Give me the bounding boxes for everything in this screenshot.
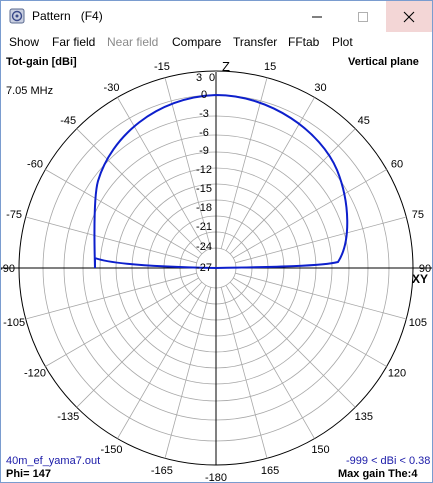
- db-label: -27: [196, 262, 212, 274]
- angle-label: 15: [264, 61, 276, 73]
- grid-spoke: [45, 169, 199, 259]
- angle-label: -105: [3, 317, 25, 329]
- angle-label: -135: [57, 411, 79, 423]
- menu-show[interactable]: Show: [9, 35, 40, 49]
- z-axis-label: Z: [222, 59, 230, 74]
- close-button[interactable]: [386, 1, 432, 32]
- minimize-button[interactable]: [294, 1, 340, 32]
- frequency-label: 7.05 MHz: [6, 85, 54, 97]
- menu-bar: Show Far field Near field Compare Transf…: [1, 32, 432, 52]
- angle-label: -15: [154, 61, 170, 73]
- angle-label: -60: [27, 159, 43, 171]
- maximize-button[interactable]: [340, 1, 386, 32]
- menu-plot[interactable]: Plot: [332, 35, 353, 49]
- angle-label: 60: [391, 159, 403, 171]
- title-label: Pattern: [32, 9, 71, 23]
- app-icon: [9, 8, 25, 24]
- minimize-icon: [312, 16, 322, 17]
- grid-spoke: [76, 281, 203, 408]
- angle-label: -165: [151, 465, 173, 477]
- db-label: -18: [196, 202, 212, 214]
- title-shortcut: (F4): [80, 9, 103, 23]
- angle-label: -90: [1, 263, 15, 275]
- gain-unit-label: Tot-gain [dBi]: [6, 56, 77, 68]
- gain-pattern-trace: [93, 93, 349, 270]
- grid-spoke: [164, 287, 212, 459]
- angle-label: 150: [311, 444, 329, 456]
- angle-label: -150: [100, 444, 122, 456]
- db-label: -12: [196, 164, 212, 176]
- grid-spoke: [229, 128, 356, 255]
- plane-label: Vertical plane: [348, 56, 419, 68]
- max-gain-label: Max gain The:4: [338, 468, 418, 480]
- db-label: -15: [196, 183, 212, 195]
- angle-label: 30: [314, 82, 326, 94]
- grid-spoke: [235, 272, 407, 320]
- angle-label: 75: [412, 209, 424, 221]
- angle-label: -45: [60, 115, 76, 127]
- menu-far-field[interactable]: Far field: [52, 35, 96, 49]
- db-label: -3: [199, 108, 209, 120]
- polar-plot-area[interactable]: 15 30 45 60 75 90 105 120 135 150 165 -180 -165 -150-…: [1, 52, 432, 482]
- grid-spoke: [117, 285, 207, 439]
- angle-label: 105: [409, 317, 427, 329]
- maximize-icon: [358, 11, 368, 22]
- grid-spoke: [220, 287, 268, 459]
- menu-near-field[interactable]: Near field: [107, 35, 159, 49]
- db-label: -6: [199, 127, 209, 139]
- polar-plot: 153045607590105120135150165-180-165-150-…: [1, 61, 432, 482]
- grid-spoke: [117, 97, 207, 251]
- angle-label: 90: [419, 263, 431, 275]
- grid-spoke: [225, 97, 315, 251]
- angle-label-zero: 0: [209, 72, 215, 84]
- grid-spoke: [233, 169, 387, 259]
- angle-label: 165: [261, 465, 279, 477]
- menu-fftab[interactable]: FFtab: [288, 35, 320, 49]
- grid-spoke: [25, 272, 197, 320]
- grid-spoke: [25, 216, 197, 264]
- db-labels: 0 -3 -6 -9 -12 -15 -18 -21 -24 -27 3: [196, 72, 212, 274]
- range-note: -999 < dBi < 0.38: [346, 455, 431, 467]
- grid-spoke: [235, 216, 407, 264]
- title-bar[interactable]: Pattern (F4): [1, 1, 432, 32]
- xy-axis-label: XY: [412, 272, 429, 286]
- angle-label: -120: [24, 368, 46, 380]
- phi-label: Phi= 147: [6, 468, 51, 480]
- grid-spoke: [164, 77, 212, 249]
- grid-spoke: [229, 281, 356, 408]
- db-label: -9: [199, 145, 209, 157]
- angle-label: -75: [6, 209, 22, 221]
- angle-label: -30: [104, 82, 120, 94]
- grid-spoke: [45, 277, 199, 367]
- grid-spoke: [220, 77, 268, 249]
- angle-label: 120: [388, 368, 406, 380]
- db-label: -21: [196, 221, 212, 233]
- db-label-top: 3: [196, 72, 202, 84]
- grid-spoke: [233, 277, 387, 367]
- grid-spoke: [225, 285, 315, 439]
- grid-spoke: [76, 128, 203, 255]
- angle-labels: 153045607590105120135150165-180-165-150-…: [1, 61, 431, 482]
- db-label: 0: [201, 89, 207, 101]
- angle-label: 45: [358, 115, 370, 127]
- db-label: -24: [196, 241, 212, 253]
- angle-label: 135: [355, 411, 373, 423]
- close-icon: [403, 11, 415, 22]
- window-title: Pattern (F4): [32, 9, 103, 23]
- menu-transfer[interactable]: Transfer: [233, 35, 278, 49]
- angle-label: -180: [205, 472, 227, 482]
- menu-compare[interactable]: Compare: [172, 35, 222, 49]
- filename-label: 40m_ef_yama7.out: [6, 455, 101, 467]
